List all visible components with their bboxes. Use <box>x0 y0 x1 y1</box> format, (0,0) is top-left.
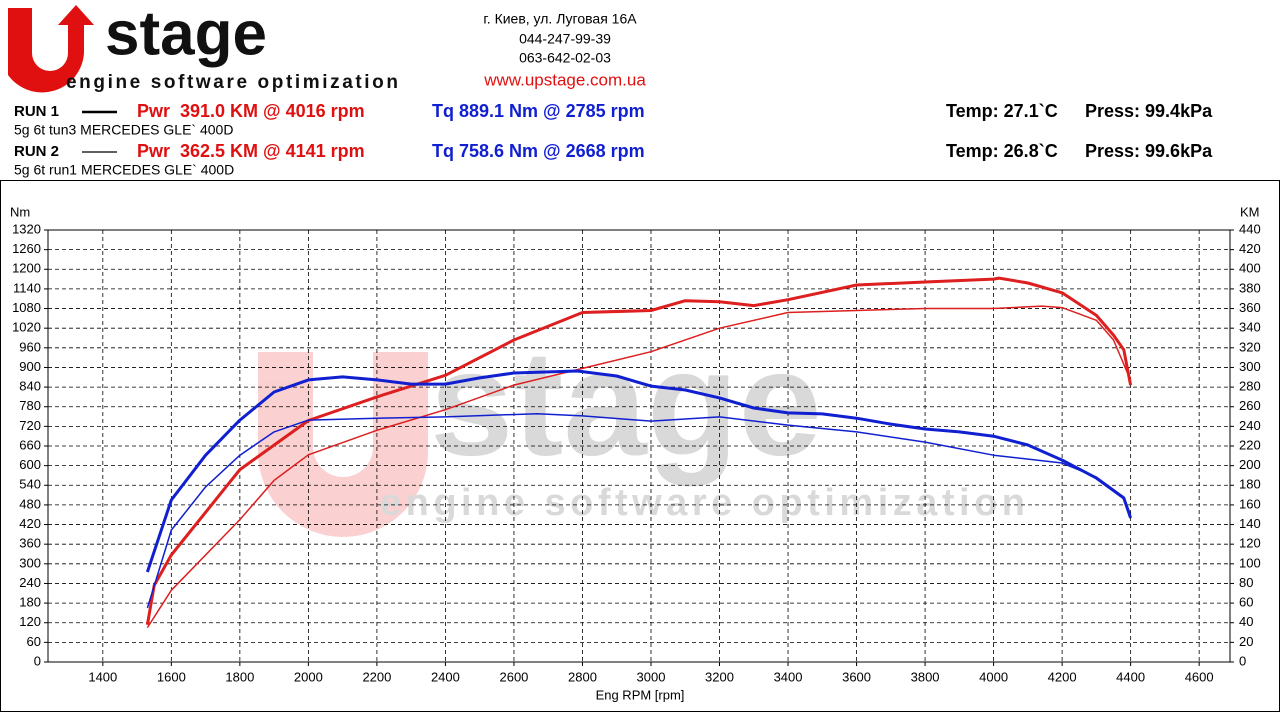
y2-axis-label: KM <box>1240 204 1260 219</box>
y2-tick-label: 0 <box>1239 653 1246 668</box>
y2-tick-label: 300 <box>1239 359 1261 374</box>
y-tick-label: 540 <box>19 477 41 492</box>
y2-tick-label: 40 <box>1239 614 1253 629</box>
logo-text: stage <box>105 0 267 68</box>
x-tick-label: 1800 <box>225 669 254 684</box>
x-tick-label: 4000 <box>979 669 1008 684</box>
y-tick-label: 420 <box>19 516 41 531</box>
run-press: Press: 99.6kPa <box>1085 141 1213 161</box>
y2-tick-label: 400 <box>1239 261 1261 276</box>
y2-tick-label: 180 <box>1239 477 1261 492</box>
series-line <box>145 369 1133 573</box>
x-tick-label: 1400 <box>88 669 117 684</box>
y-tick-label: 720 <box>19 418 41 433</box>
y-tick-label: 1020 <box>12 320 41 335</box>
x-tick-label: 4600 <box>1185 669 1214 684</box>
y2-tick-label: 260 <box>1239 398 1261 413</box>
x-tick-label: 4200 <box>1048 669 1077 684</box>
logo-slogan: engine software optimization <box>66 72 398 93</box>
x-tick-label: 2600 <box>499 669 528 684</box>
x-tick-label: 3600 <box>842 669 871 684</box>
y2-tick-label: 420 <box>1239 241 1261 256</box>
run-temp: Temp: 27.1`C <box>946 101 1058 121</box>
y2-tick-label: 20 <box>1239 634 1253 649</box>
y2-tick-label: 440 <box>1239 221 1261 236</box>
y-tick-label: 300 <box>19 555 41 570</box>
y2-tick-label: 240 <box>1239 418 1261 433</box>
x-axis-label: Eng RPM [rpm] <box>596 687 685 702</box>
y-tick-label: 60 <box>27 634 41 649</box>
logo-mark <box>8 5 94 93</box>
y-tick-label: 1140 <box>13 280 41 295</box>
y-tick-label: 180 <box>19 595 41 610</box>
x-tick-label: 2200 <box>362 669 391 684</box>
run-car: 5g 6t tun3 MERCEDES GLE` 400D <box>14 122 233 138</box>
y2-tick-label: 140 <box>1239 516 1261 531</box>
y-tick-label: 600 <box>19 457 41 472</box>
run-press: Press: 99.4kPa <box>1085 101 1213 121</box>
x-tick-label: 3800 <box>911 669 940 684</box>
series-line <box>146 305 1132 629</box>
run-torque: Tq 758.6 Nm @ 2668 rpm <box>432 141 645 161</box>
y-tick-label: 660 <box>19 437 41 452</box>
watermark-u <box>258 352 428 537</box>
y2-tick-label: 100 <box>1239 555 1261 570</box>
watermark-logo: stage <box>430 319 822 487</box>
y2-tick-label: 280 <box>1239 379 1261 394</box>
run-torque: Tq 889.1 Nm @ 2785 rpm <box>432 101 645 121</box>
runs: RUN 1 Pwr 391.0 KM @ 4016 rpm Tq 889.1 Nm … <box>14 101 1213 178</box>
y-tick-label: 960 <box>19 339 41 354</box>
series-line <box>146 412 1132 609</box>
series-line <box>145 276 1133 625</box>
y-axis-label: Nm <box>10 204 30 219</box>
y-tick-label: 0 <box>34 653 41 668</box>
x-tick-label: 3400 <box>774 669 803 684</box>
y-tick-label: 780 <box>19 398 41 413</box>
x-tick-label: 3000 <box>637 669 666 684</box>
run-name: RUN 1 <box>14 103 59 120</box>
y-tick-label: 900 <box>19 359 41 374</box>
run-car: 5g 6t run1 MERCEDES GLE` 400D <box>14 162 234 178</box>
x-tick-label: 2800 <box>568 669 597 684</box>
y2-tick-label: 120 <box>1239 536 1261 551</box>
x-tick-label: 1600 <box>157 669 186 684</box>
watermark-slogan: engine software optimization <box>380 482 1025 524</box>
run-name: RUN 2 <box>14 143 59 160</box>
address: г. Киев, ул. Луговая 16А <box>483 11 637 27</box>
phone: 044-247-99-39 <box>519 31 611 47</box>
y2-tick-label: 220 <box>1239 437 1261 452</box>
x-tick-label: 4400 <box>1116 669 1145 684</box>
x-tick-label: 2000 <box>294 669 323 684</box>
y2-tick-label: 80 <box>1239 575 1253 590</box>
y2-tick-label: 340 <box>1239 320 1261 335</box>
website: www.upstage.com.ua <box>483 70 646 89</box>
y2-tick-label: 200 <box>1239 457 1261 472</box>
y-tick-label: 1080 <box>12 300 41 315</box>
run-power: Pwr 362.5 KM @ 4141 rpm <box>137 141 365 161</box>
watermark: stage engine software optimization <box>258 319 1025 537</box>
y2-tick-label: 160 <box>1239 496 1261 511</box>
y-tick-label: 360 <box>19 536 41 551</box>
y-tick-label: 1320 <box>12 221 41 236</box>
y-tick-label: 840 <box>19 379 41 394</box>
y-tick-label: 1260 <box>12 241 41 256</box>
x-tick-label: 3200 <box>705 669 734 684</box>
y2-tick-label: 60 <box>1239 595 1253 610</box>
y-tick-label: 240 <box>19 575 41 590</box>
x-tick-label: 2400 <box>431 669 460 684</box>
y-tick-label: 480 <box>19 496 41 511</box>
phone: 063-642-02-03 <box>519 50 611 66</box>
y2-tick-label: 320 <box>1239 339 1261 354</box>
y-tick-label: 120 <box>19 614 41 629</box>
y-tick-label: 1200 <box>12 261 41 276</box>
run-power: Pwr 391.0 KM @ 4016 rpm <box>137 101 365 121</box>
y2-tick-label: 380 <box>1239 280 1261 295</box>
y2-tick-label: 360 <box>1239 300 1261 315</box>
run-temp: Temp: 26.8`C <box>946 141 1058 161</box>
